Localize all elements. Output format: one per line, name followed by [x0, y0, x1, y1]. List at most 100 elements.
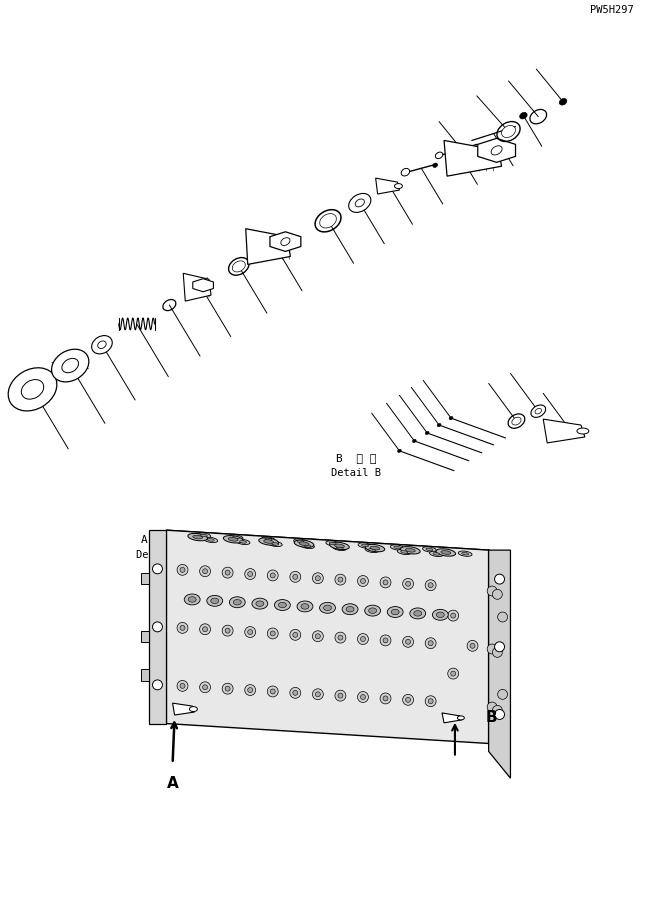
- Ellipse shape: [403, 694, 414, 705]
- Text: A: A: [166, 776, 178, 790]
- Ellipse shape: [401, 169, 410, 176]
- Ellipse shape: [200, 624, 210, 635]
- Ellipse shape: [8, 368, 57, 411]
- Ellipse shape: [365, 544, 385, 551]
- Ellipse shape: [360, 637, 366, 641]
- Ellipse shape: [177, 681, 188, 691]
- Ellipse shape: [92, 336, 113, 354]
- Ellipse shape: [387, 606, 403, 618]
- Ellipse shape: [498, 690, 507, 700]
- Ellipse shape: [394, 183, 402, 189]
- Ellipse shape: [492, 706, 502, 716]
- Ellipse shape: [197, 533, 210, 538]
- Ellipse shape: [519, 112, 527, 119]
- Text: B  詳 細: B 詳 細: [336, 453, 376, 462]
- Ellipse shape: [383, 638, 388, 643]
- Polygon shape: [444, 140, 501, 176]
- Ellipse shape: [304, 544, 311, 547]
- Ellipse shape: [272, 542, 279, 545]
- Ellipse shape: [153, 564, 163, 574]
- Ellipse shape: [222, 683, 233, 694]
- Ellipse shape: [462, 552, 469, 555]
- Ellipse shape: [326, 541, 340, 546]
- Ellipse shape: [406, 581, 410, 586]
- Text: A  詳 細: A 詳 細: [141, 534, 182, 544]
- Ellipse shape: [501, 126, 515, 137]
- Ellipse shape: [270, 573, 275, 578]
- Ellipse shape: [297, 601, 313, 612]
- Ellipse shape: [330, 542, 349, 550]
- Ellipse shape: [329, 542, 336, 545]
- Ellipse shape: [270, 689, 275, 694]
- Ellipse shape: [403, 637, 414, 647]
- Ellipse shape: [368, 549, 376, 551]
- Polygon shape: [141, 630, 149, 642]
- Ellipse shape: [491, 145, 502, 155]
- Ellipse shape: [495, 642, 505, 652]
- Ellipse shape: [223, 535, 243, 543]
- Ellipse shape: [153, 680, 163, 690]
- Polygon shape: [442, 713, 462, 723]
- Ellipse shape: [281, 238, 290, 245]
- Polygon shape: [166, 530, 506, 561]
- Ellipse shape: [438, 424, 441, 427]
- Ellipse shape: [358, 634, 368, 645]
- Ellipse shape: [365, 605, 380, 616]
- Ellipse shape: [262, 537, 275, 542]
- Ellipse shape: [394, 546, 401, 549]
- Ellipse shape: [422, 547, 436, 552]
- Ellipse shape: [449, 417, 453, 419]
- Polygon shape: [543, 419, 585, 443]
- Ellipse shape: [380, 693, 391, 704]
- Ellipse shape: [495, 574, 505, 584]
- Ellipse shape: [380, 635, 391, 646]
- Polygon shape: [166, 530, 489, 744]
- Ellipse shape: [301, 603, 309, 609]
- Text: PW5H297: PW5H297: [590, 5, 633, 15]
- Ellipse shape: [316, 576, 320, 581]
- Ellipse shape: [312, 630, 323, 642]
- Ellipse shape: [428, 641, 433, 646]
- Ellipse shape: [324, 605, 332, 611]
- Ellipse shape: [200, 566, 210, 577]
- Ellipse shape: [294, 540, 314, 548]
- Ellipse shape: [202, 568, 208, 574]
- Ellipse shape: [244, 568, 256, 579]
- Ellipse shape: [268, 541, 282, 547]
- Ellipse shape: [333, 545, 346, 550]
- Ellipse shape: [225, 570, 230, 575]
- Ellipse shape: [428, 699, 433, 704]
- Ellipse shape: [338, 577, 343, 582]
- Ellipse shape: [406, 639, 410, 644]
- Ellipse shape: [436, 612, 444, 618]
- Polygon shape: [270, 232, 301, 251]
- Ellipse shape: [425, 580, 436, 591]
- Ellipse shape: [232, 536, 240, 539]
- Polygon shape: [489, 550, 510, 779]
- Ellipse shape: [320, 603, 336, 613]
- Ellipse shape: [236, 540, 250, 544]
- Polygon shape: [478, 138, 515, 163]
- Ellipse shape: [410, 608, 426, 619]
- Ellipse shape: [403, 578, 414, 589]
- Ellipse shape: [233, 600, 241, 605]
- Ellipse shape: [51, 349, 89, 382]
- Ellipse shape: [240, 541, 246, 543]
- Ellipse shape: [207, 595, 222, 606]
- Ellipse shape: [495, 709, 505, 719]
- Ellipse shape: [204, 537, 218, 542]
- Polygon shape: [149, 530, 166, 724]
- Ellipse shape: [267, 570, 278, 581]
- Ellipse shape: [225, 629, 230, 633]
- Polygon shape: [183, 273, 211, 301]
- Ellipse shape: [316, 634, 320, 638]
- Ellipse shape: [559, 99, 567, 105]
- Ellipse shape: [338, 635, 343, 640]
- Ellipse shape: [433, 552, 440, 555]
- Ellipse shape: [426, 431, 429, 435]
- Ellipse shape: [312, 689, 323, 700]
- Ellipse shape: [200, 682, 210, 692]
- Ellipse shape: [338, 693, 343, 698]
- Ellipse shape: [436, 549, 456, 556]
- Ellipse shape: [210, 598, 218, 603]
